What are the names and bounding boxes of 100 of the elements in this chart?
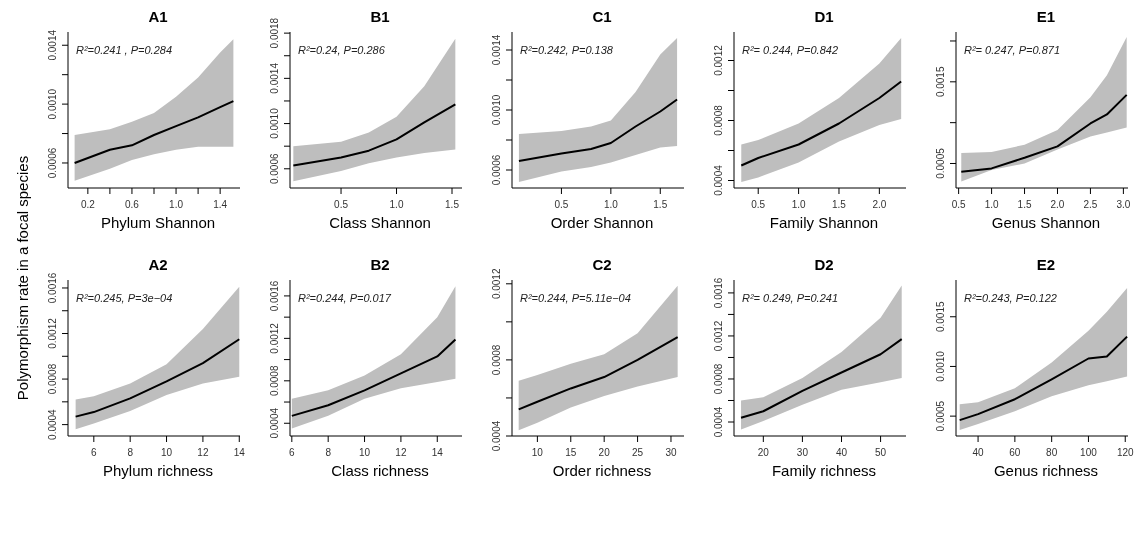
x-tick-label: 50 (875, 447, 887, 458)
y-tick-label: 0.0014 (269, 62, 280, 94)
y-tick-label: 0.0012 (47, 317, 58, 349)
y-tick-label: 0.0006 (47, 147, 58, 179)
x-tick-label: 30 (796, 447, 809, 458)
x-tick-label: 6 (91, 447, 98, 458)
y-tick-label: 0.0012 (713, 320, 724, 352)
chart-title: D1 (813, 8, 835, 27)
annotation: R²=0.245, P=3e−04 (76, 292, 173, 304)
x-tick-label: 14 (233, 447, 246, 458)
x-axis-title: Genus richness (992, 462, 1100, 481)
annotation: R²= 0.244, P=0.842 (742, 44, 839, 56)
y-axis-title: Polymorphism rate in a focal species (13, 155, 31, 401)
x-tick-label: 20 (757, 447, 770, 458)
x-tick-label: 8 (127, 447, 134, 458)
y-tick-label: 0.0010 (491, 94, 502, 126)
x-tick-label: 10 (160, 447, 173, 458)
y-tick-label: 0.0004 (47, 408, 58, 440)
chart-title: E1 (1035, 8, 1057, 27)
y-tick-label: 0.0016 (713, 277, 724, 309)
x-tick-label: 0.5 (334, 199, 349, 210)
line-series (740, 338, 903, 419)
y-tick-label: 0.0015 (935, 301, 946, 333)
y-tick-label: 0.0012 (269, 322, 280, 354)
chart-title: A2 (148, 256, 168, 273)
x-axis-title: Class richness (330, 462, 430, 481)
line-series (292, 103, 457, 167)
x-tick-label: 1.5 (832, 199, 847, 210)
chart-title: B1 (370, 8, 390, 25)
x-tick-label: 0.5 (554, 199, 569, 210)
x-tick-label: 80 (1046, 447, 1058, 458)
x-tick-label: 0.5 (951, 199, 967, 210)
line-series (517, 98, 679, 162)
line-series (960, 93, 1128, 173)
y-tick-label: 0.0012 (713, 44, 724, 76)
annotation: R²= 0.247, P=0.871 (964, 44, 1061, 56)
x-tick-label: 100 (1080, 447, 1098, 458)
x-axis-title: Phylum Shannon (99, 214, 217, 233)
y-tick-label: 0.0008 (491, 344, 502, 376)
x-tick-label: 1.0 (791, 199, 806, 210)
x-tick-label: 10 (531, 447, 544, 458)
x-tick-label: 0.2 (80, 199, 96, 210)
x-tick-label: 1.5 (653, 199, 668, 210)
x-tick-label: 15 (565, 447, 577, 458)
x-tick-label: 40 (972, 447, 985, 458)
x-axis-title: Phylum richness (101, 462, 214, 481)
y-tick-label: 0.0005 (935, 400, 946, 432)
x-tick-label: 1.4 (213, 199, 228, 210)
chart-title: E2 (1035, 256, 1057, 275)
y-tick-label: 0.0016 (47, 272, 58, 304)
x-tick-label: 2.0 (872, 199, 887, 210)
annotation: R²= 0.249, P=0.241 (742, 292, 839, 304)
x-tick-label: 60 (1009, 447, 1021, 458)
chart-title: D2 (813, 256, 835, 275)
y-tick-label: 0.0004 (713, 406, 724, 438)
x-tick-label: 0.5 (751, 199, 766, 210)
y-tick-label: 0.0005 (935, 147, 946, 179)
y-tick-label: 0.0008 (713, 104, 724, 136)
x-tick-label: 12 (395, 447, 407, 458)
x-axis-title: Order richness (551, 462, 653, 481)
line-series (958, 335, 1128, 422)
x-tick-label: 0.6 (125, 199, 140, 210)
y-tick-label: 0.0008 (269, 365, 280, 397)
line-series (517, 336, 679, 411)
x-tick-label: 8 (325, 447, 332, 458)
y-tick-label: 0.0015 (935, 66, 946, 98)
x-axis-title: Family Shannon (768, 214, 880, 233)
x-tick-label: 3.0 (1116, 199, 1131, 210)
y-tick-label: 0.0004 (491, 420, 502, 452)
x-axis-title: Order Shannon (549, 214, 655, 233)
chart-title: B2 (369, 256, 391, 275)
y-tick-label: 0.0010 (47, 88, 58, 120)
annotation: R²=0.242, P=0.138 (520, 44, 613, 56)
annotation: R²=0.241 , P=0.284 (76, 44, 173, 56)
x-tick-label: 2.5 (1083, 199, 1098, 210)
y-tick-label: 0.0006 (491, 154, 502, 186)
x-tick-label: 2.0 (1050, 199, 1065, 210)
x-tick-label: 1.5 (1017, 199, 1032, 210)
x-tick-label: 14 (431, 447, 444, 458)
line-series (740, 80, 903, 167)
y-tick-label: 0.0004 (269, 407, 280, 439)
x-axis-title: Genus Shannon (990, 214, 1102, 233)
annotation: R²=0.243, P=0.122 (964, 292, 1057, 304)
y-tick-label: 0.0018 (269, 17, 280, 49)
y-tick-label: 0.0008 (47, 363, 58, 395)
y-tick-label: 0.0014 (491, 34, 502, 66)
y-tick-label: 0.0010 (935, 350, 946, 382)
y-tick-label: 0.0008 (713, 363, 724, 395)
y-tick-label: 0.0010 (269, 107, 280, 139)
x-tick-label: 1.0 (389, 199, 404, 210)
y-tick-label: 0.0014 (47, 29, 58, 61)
annotation: R²=0.244, P=5.11e−04 (520, 292, 631, 304)
x-tick-label: 40 (835, 447, 848, 458)
x-tick-label: 1.0 (984, 199, 999, 210)
x-axis-title: Family richness (770, 462, 878, 481)
x-tick-label: 12 (197, 447, 209, 458)
x-tick-label: 25 (632, 447, 644, 458)
x-tick-label: 10 (358, 447, 371, 458)
annotation: R²=0.244, P=0.017 (298, 292, 391, 304)
x-tick-label: 6 (289, 447, 296, 458)
